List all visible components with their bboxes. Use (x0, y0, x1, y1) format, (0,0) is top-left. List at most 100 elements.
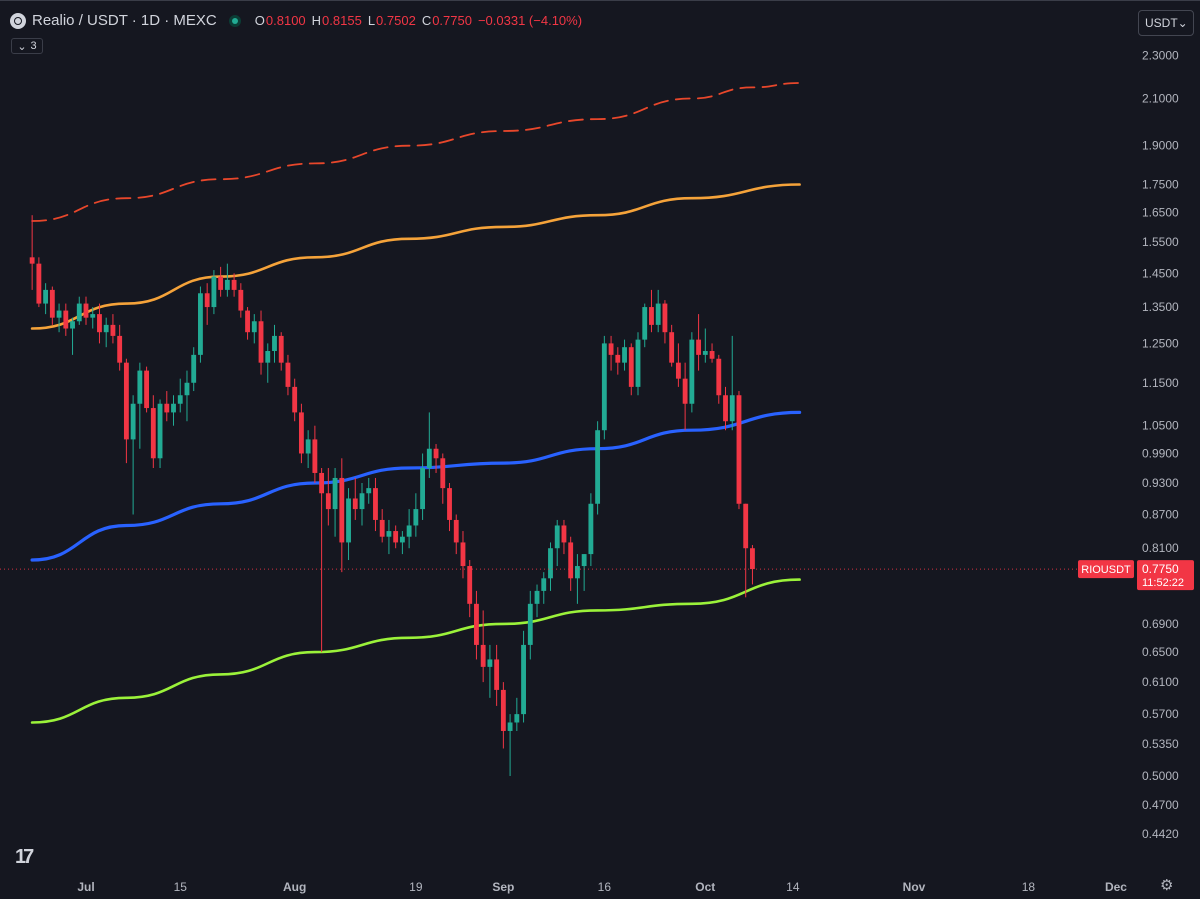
symbol-tag (1078, 560, 1134, 579)
tradingview-logo-icon[interactable]: 17 (15, 846, 34, 868)
candle-body (352, 498, 358, 510)
candle (595, 421, 601, 515)
candle (319, 468, 325, 653)
candle (70, 317, 75, 355)
candle-body (393, 531, 399, 543)
gear-icon[interactable]: ⚙ (1160, 877, 1174, 894)
candle-body (548, 548, 553, 579)
candle (521, 630, 526, 723)
candle-body (655, 303, 661, 325)
indicator-count: 3 (30, 40, 37, 52)
candle (157, 399, 163, 469)
currency-select[interactable]: USDT ⌄ (1138, 10, 1194, 36)
y-tick-label: 1.0500 (1142, 419, 1179, 433)
candle (272, 324, 277, 363)
candle-body (433, 448, 439, 459)
candle-body (413, 509, 419, 526)
candle (702, 328, 708, 363)
candle-body (278, 335, 284, 363)
candle (541, 572, 547, 604)
indicators-toggle-button[interactable]: ⌄ 3 (11, 38, 43, 54)
x-tick-label: Aug (283, 880, 306, 894)
candle-body (366, 488, 372, 494)
orange-band-line (30, 183, 801, 330)
candle-body (164, 403, 170, 413)
candle-body (130, 403, 136, 440)
symbol-title[interactable]: Realio / USDT · 1D · MEXC (32, 12, 217, 29)
candles (29, 215, 755, 776)
candle (292, 378, 298, 422)
candle (655, 289, 661, 333)
candle-body (83, 303, 89, 318)
candle-body (696, 339, 702, 355)
candle (359, 483, 365, 526)
market-status-icon[interactable] (228, 14, 241, 27)
candle (696, 314, 702, 371)
candle-body (440, 458, 446, 489)
candle-body (453, 519, 459, 543)
green-ma-line (30, 578, 801, 724)
candle (312, 425, 318, 484)
candle-body (689, 339, 695, 404)
candle-body (171, 403, 176, 413)
ohlc-close: C0.7750 (421, 13, 472, 28)
candle (164, 391, 170, 422)
x-tick-label: Dec (1105, 880, 1127, 894)
candle (628, 343, 634, 396)
candle (198, 286, 203, 363)
candle-body (675, 362, 681, 379)
y-tick-label: 0.6100 (1142, 675, 1179, 689)
candle (716, 354, 722, 404)
candle (622, 339, 627, 371)
bar-countdown: 11:52:22 (1142, 577, 1184, 589)
candle (224, 263, 230, 297)
candle-body (76, 303, 82, 322)
candle-body (635, 339, 641, 387)
candle (191, 347, 197, 392)
chevron-down-icon: ⌄ (17, 40, 27, 53)
candle-body (211, 276, 217, 308)
candle-body (123, 362, 129, 440)
candle-body (682, 378, 688, 404)
candle-body (298, 412, 304, 454)
y-tick-label: 2.1000 (1142, 91, 1179, 105)
y-tick-label: 1.1500 (1142, 376, 1179, 390)
y-tick-label: 1.3500 (1142, 300, 1179, 314)
candle (285, 354, 291, 396)
y-tick-label: 0.5350 (1142, 737, 1179, 751)
price-axis[interactable]: 2.3000 2.1000 1.9000 1.7500 1.6500 1.5500 1.45… (1142, 49, 1179, 842)
candle (601, 335, 607, 440)
candle-body (231, 279, 237, 290)
candle-body (265, 351, 271, 363)
candle-body (601, 343, 607, 431)
candle-body (359, 493, 365, 510)
candle-body (312, 439, 318, 473)
candle-body (460, 542, 466, 567)
candle-body (554, 525, 560, 549)
candle-body (184, 382, 190, 396)
candle-body (588, 503, 594, 555)
candle (339, 458, 345, 573)
candle (514, 697, 520, 731)
candle-body (198, 293, 203, 355)
time-axis[interactable]: Jul 15 Aug 19 Sep 16 Oct 14 Nov 18 Dec (77, 880, 1127, 894)
candle-body (729, 395, 735, 422)
candle (150, 395, 156, 469)
candle-body (595, 430, 601, 504)
candle-body (487, 659, 493, 667)
candle (211, 270, 217, 315)
candle-body (319, 472, 325, 494)
candle-body (305, 439, 311, 454)
candle-body (251, 321, 257, 333)
y-tick-label: 0.6500 (1142, 645, 1179, 659)
y-tick-label: 0.5000 (1142, 769, 1179, 783)
candle-body (224, 279, 230, 290)
candle-body (608, 343, 614, 355)
candle-body (218, 276, 224, 290)
y-tick-label: 0.9300 (1142, 476, 1179, 490)
candle-body (70, 321, 75, 329)
candle-body (117, 335, 123, 363)
y-tick-label: 0.8700 (1142, 507, 1179, 521)
